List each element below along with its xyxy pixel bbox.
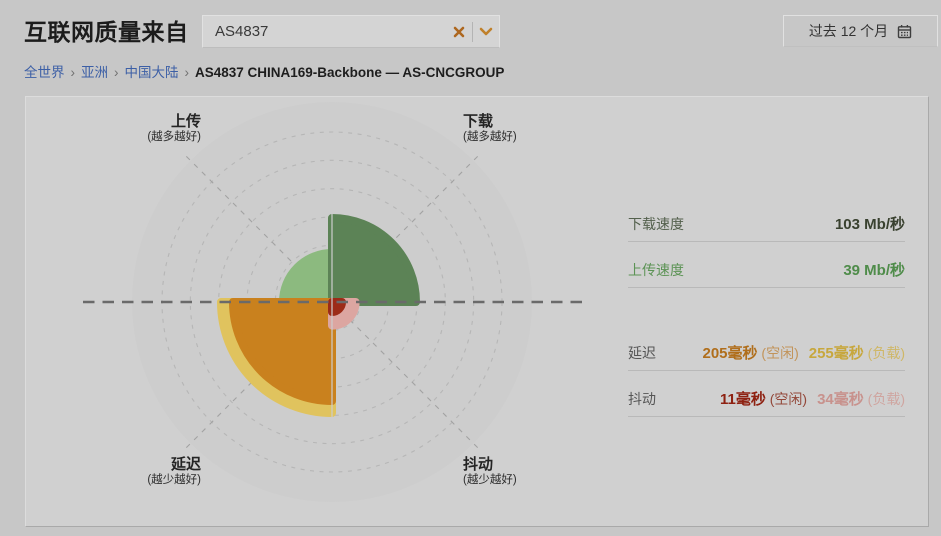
latency-loaded: 255毫秒 (负载) bbox=[808, 345, 905, 362]
search-input[interactable] bbox=[203, 16, 446, 47]
stat-download-speed: 下载速度 103 Mb/秒 bbox=[628, 213, 905, 242]
breadcrumb-current-asn: AS4837 CHINA169-Backbone — AS-CNCGROUP bbox=[195, 65, 505, 80]
axis-label-upload: 上传 (越多越好) bbox=[147, 113, 201, 143]
clear-icon[interactable] bbox=[446, 16, 472, 47]
jitter-idle: 11毫秒 (空闲) bbox=[720, 391, 808, 408]
upload-speed-label: 上传速度 bbox=[628, 262, 684, 278]
quality-radar-chart: 上传 (越多越好) 下载 (越多越好) 延迟 (越少越好) 抖动 (越少越好) bbox=[26, 97, 616, 526]
asn-search-box[interactable] bbox=[202, 15, 500, 48]
stat-latency: 延迟 205毫秒 (空闲) 255毫秒 (负载) bbox=[628, 342, 905, 371]
stat-upload-speed: 上传速度 39 Mb/秒 bbox=[628, 259, 905, 288]
breadcrumb-link-china[interactable]: 中国大陆 bbox=[124, 65, 179, 80]
search-divider bbox=[472, 21, 473, 42]
jitter-loaded: 34毫秒 (负载) bbox=[817, 391, 905, 408]
breadcrumb-separator: › bbox=[114, 65, 119, 80]
axis-label-latency: 延迟 (越少越好) bbox=[147, 456, 201, 486]
chevron-down-icon[interactable] bbox=[473, 16, 499, 47]
date-range-label: 过去 12 个月 bbox=[808, 23, 889, 39]
upload-speed-value: 39 Mb/秒 bbox=[843, 262, 905, 279]
page-title: 互联网质量来自 bbox=[24, 19, 189, 45]
latency-idle: 205毫秒 (空闲) bbox=[702, 345, 799, 362]
quality-card: 上传 (越多越好) 下载 (越多越好) 延迟 (越少越好) 抖动 (越少越好) … bbox=[25, 96, 929, 527]
stat-jitter: 抖动 11毫秒 (空闲) 34毫秒 (负载) bbox=[628, 388, 905, 417]
download-speed-label: 下载速度 bbox=[628, 216, 684, 232]
breadcrumb: 全世界 › 亚洲 › 中国大陆 › AS4837 CHINA169-Backbone — A… bbox=[24, 61, 504, 81]
breadcrumb-link-asia[interactable]: 亚洲 bbox=[81, 65, 108, 80]
radar-svg bbox=[83, 102, 583, 502]
jitter-label: 抖动 bbox=[628, 391, 656, 407]
breadcrumb-separator: › bbox=[70, 65, 76, 80]
calendar-icon bbox=[897, 24, 912, 39]
latency-label: 延迟 bbox=[628, 345, 656, 361]
stats-panel: 下载速度 103 Mb/秒 上传速度 39 Mb/秒 延迟 205毫秒 (空闲)… bbox=[628, 213, 905, 434]
breadcrumb-separator: › bbox=[184, 65, 190, 80]
axis-label-jitter: 抖动 (越少越好) bbox=[463, 456, 517, 486]
download-speed-value: 103 Mb/秒 bbox=[834, 216, 905, 233]
date-range-button[interactable]: 过去 12 个月 bbox=[783, 15, 938, 47]
axis-label-download: 下载 (越多越好) bbox=[463, 113, 517, 143]
breadcrumb-link-world[interactable]: 全世界 bbox=[24, 65, 65, 80]
